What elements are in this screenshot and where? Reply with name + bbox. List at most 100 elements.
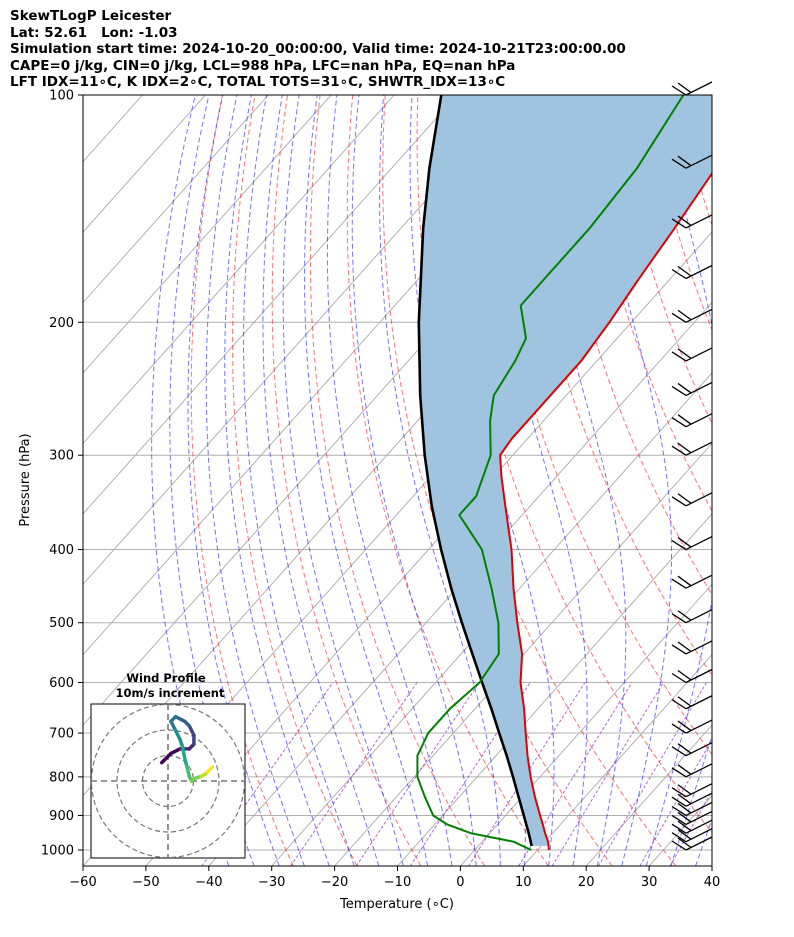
- wind-barb: [671, 347, 713, 362]
- wind-barb: [671, 609, 713, 624]
- barb-flag: [671, 85, 687, 96]
- barb-flag: [677, 575, 692, 587]
- barb-flag: [671, 723, 687, 734]
- barb-staff: [685, 413, 713, 428]
- barb-staff: [685, 719, 713, 734]
- wind-barb: [671, 492, 713, 507]
- barb-flag: [677, 414, 692, 425]
- barb-staff: [685, 535, 713, 551]
- wind-barb: [671, 810, 713, 826]
- wind-barb: [671, 836, 713, 851]
- x-tick-label: 20: [578, 875, 595, 890]
- wind-barb: [671, 535, 713, 551]
- isotherm: [271, 372, 712, 866]
- dry-adiabat: [271, 95, 422, 866]
- barb-flag: [671, 832, 687, 843]
- barb-flag: [677, 493, 692, 504]
- barb-staff: [685, 81, 713, 96]
- hodograph-inset: Wind Profile 10m/s increment: [90, 671, 246, 859]
- barb-flag: [671, 351, 687, 362]
- wind-barb: [671, 214, 713, 229]
- wind-barb: [671, 640, 713, 655]
- barb-flag: [677, 764, 692, 775]
- barb-flag: [671, 787, 687, 798]
- dry-adiabat: [710, 95, 712, 103]
- moist-adiabat: [262, 95, 380, 866]
- barb-staff: [685, 264, 713, 280]
- axes: −60 −50 −40 −30 −20 −10 0 10 20 30 40 100 200 300 400 5…: [41, 89, 720, 891]
- y-tick-label: 800: [49, 770, 74, 785]
- cape-cin-shading: [418, 95, 712, 846]
- y-tick-label: 300: [49, 449, 74, 464]
- wind-barbs: [671, 81, 713, 851]
- isotherm: [460, 583, 712, 866]
- cin-shaded-area: [418, 95, 712, 846]
- dry-adiabat: [580, 95, 712, 512]
- barb-staff: [685, 574, 713, 589]
- barb-staff: [685, 695, 713, 710]
- chart-title-block: SkewTLogP Leicester Lat: 52.61 Lon: -1.03…: [10, 8, 626, 91]
- isotherm: [208, 301, 712, 866]
- barb-flag: [677, 537, 692, 548]
- moist-adiabat: [205, 95, 305, 866]
- mixing-ratio-line: [551, 682, 664, 866]
- barb-staff: [685, 308, 713, 323]
- barb-flag: [677, 610, 692, 621]
- y-tick-label: 100: [49, 89, 74, 104]
- barb-flag: [671, 672, 687, 684]
- moist-adiabat: [531, 95, 627, 866]
- barb-flag: [671, 496, 687, 507]
- barb-flag: [671, 840, 687, 851]
- barb-flag: [671, 613, 687, 624]
- x-tick-label: −50: [132, 875, 159, 890]
- x-tick-label: 10: [515, 875, 532, 890]
- moist-adiabat: [326, 95, 453, 866]
- wind-barb: [671, 742, 713, 757]
- isotherm: [83, 95, 269, 304]
- wind-barb: [671, 792, 713, 807]
- barb-staff: [685, 441, 713, 456]
- dry-adiabat: [416, 95, 677, 866]
- dry-adiabat: [190, 95, 294, 866]
- barb-flag: [677, 743, 692, 754]
- mixing-ratio-line: [468, 682, 586, 866]
- barb-flag: [671, 445, 687, 456]
- dry-adiabat: [612, 95, 712, 425]
- barb-flag: [671, 796, 687, 807]
- barb-flag: [671, 312, 687, 323]
- wind-barb: [671, 668, 713, 684]
- barb-flag: [671, 540, 687, 551]
- barb-staff: [685, 381, 713, 397]
- barb-flag: [677, 829, 692, 840]
- barb-staff: [685, 668, 713, 684]
- barb-staff: [685, 828, 713, 843]
- temperature-line: [499, 171, 712, 851]
- barb-staff: [685, 763, 713, 778]
- moist-adiabat: [187, 95, 280, 866]
- barb-staff: [685, 801, 713, 817]
- isotherm: [522, 654, 712, 866]
- barb-flag: [677, 784, 692, 795]
- isotherm: [83, 95, 395, 445]
- moist-adiabat: [304, 95, 429, 866]
- hodograph-ring: [116, 729, 220, 833]
- inset-title: Wind Profile: [126, 671, 206, 685]
- barb-flag: [677, 309, 692, 321]
- x-tick-label: 30: [641, 875, 658, 890]
- isotherm: [711, 865, 712, 866]
- title-indices-2: LFT IDX=11∘C, K IDX=2∘C, TOTAL TOTS=31∘C…: [10, 74, 506, 90]
- barb-staff: [685, 819, 713, 834]
- barb-flag: [671, 814, 687, 825]
- mixing-ratio-line: [639, 738, 712, 866]
- barb-flag: [671, 767, 687, 778]
- barb-staff: [685, 836, 713, 851]
- title-times: Simulation start time: 2024-10-20_00:00:…: [10, 41, 626, 57]
- barb-flag: [671, 805, 687, 817]
- barb-flag: [671, 823, 687, 834]
- barb-flag: [677, 348, 692, 359]
- moist-adiabat: [720, 95, 794, 866]
- inset-subtitle: 10m/s increment: [116, 686, 225, 700]
- reference-lines: [83, 95, 794, 866]
- moist-adiabat: [695, 817, 712, 866]
